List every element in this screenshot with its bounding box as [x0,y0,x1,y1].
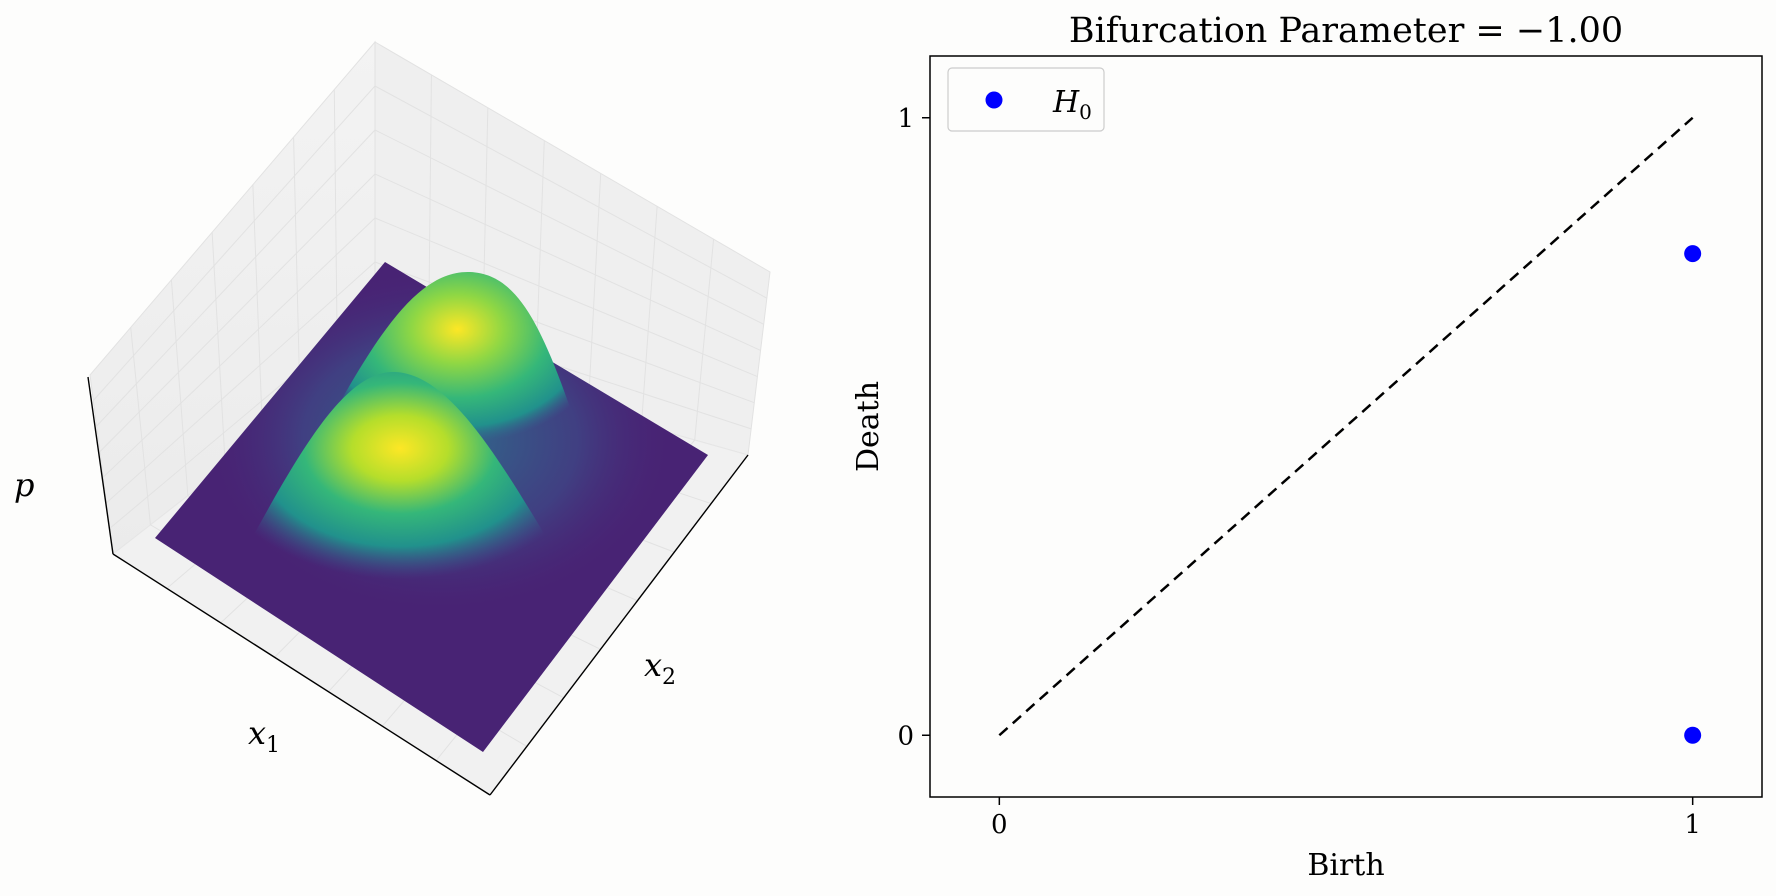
diagonal-line [998,116,1694,737]
x1-axis-line [112,553,491,796]
legend-marker [985,91,1003,109]
z-axis-line [87,376,114,555]
legend-entry-sub: 0 [1079,100,1092,124]
x1-axis-label: x1 [248,714,280,758]
legend: H0 [947,67,1105,132]
legend-box [947,67,1105,132]
data-points [1684,245,1702,744]
surface-plot: p x1 x2 [14,40,771,796]
y-tick-label: 0 [897,721,914,751]
y-axis-label: Death [851,381,886,472]
z-axis-label: p [14,466,34,504]
x-tick-label: 1 [1684,810,1701,840]
chart-title: Bifurcation Parameter = −1.00 [1069,11,1623,51]
x2-axis-label: x2 [644,646,676,690]
surface-peak-front [240,371,560,590]
axis-ticks: 0 1 0 1 [897,104,1700,840]
data-point [1684,726,1702,744]
persistence-diagram: Bifurcation Parameter = −1.00 0 1 0 1 Birth… [851,11,1763,883]
legend-entry-label: H0 [1052,85,1092,124]
y-tick-label: 1 [897,104,914,134]
x1-axis-label-sub: 1 [266,733,280,758]
x-axis-label: Birth [1307,848,1384,883]
data-point [1684,245,1702,263]
x2-axis-label-sub: 2 [662,665,676,690]
x2-axis-line [489,454,749,796]
x-tick-label: 0 [991,810,1008,840]
